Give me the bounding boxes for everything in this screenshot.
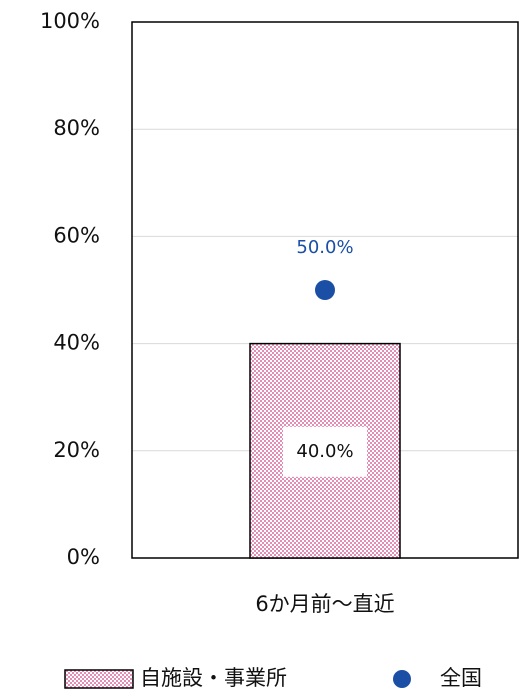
label-box: [283, 426, 367, 477]
data-label: 50.0%: [296, 237, 353, 258]
y-tick-label: 0%: [67, 545, 100, 569]
data-label: 40.0%: [296, 441, 353, 462]
y-tick-label: 40%: [53, 331, 100, 355]
dot: [315, 280, 335, 300]
x-tick-label: 6か月前～直近: [255, 592, 394, 616]
y-tick-label: 100%: [40, 9, 100, 33]
legend-swatch: [64, 669, 134, 689]
y-tick-label: 60%: [53, 223, 100, 247]
y-tick-label: 80%: [53, 116, 100, 140]
legend-label: 自施設・事業所: [140, 666, 287, 690]
y-tick-label: 20%: [53, 438, 100, 462]
legend-swatch: [393, 670, 411, 688]
legend-label: 全国: [440, 666, 482, 690]
